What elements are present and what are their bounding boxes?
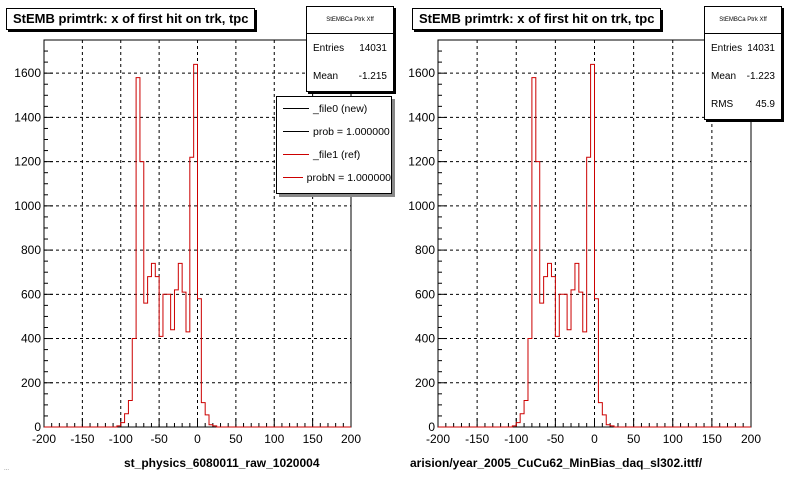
legend-line-swatch [283, 108, 309, 109]
x-tick-label: -50 [150, 432, 168, 446]
legend-entry: probN = 1.000000 [277, 166, 391, 189]
x-tick-label: 200 [741, 432, 761, 446]
y-tick-label: 1600 [14, 66, 41, 80]
stats-label: RMS [711, 98, 734, 110]
x-tick-label: 150 [702, 432, 722, 446]
stats-box: StEMBCa Ptrk Xff Entries 14031 Mean -1.2… [306, 6, 394, 92]
y-tick-label: 800 [21, 243, 41, 257]
x-tick-label: -200 [426, 432, 450, 446]
y-tick-label: 200 [21, 376, 41, 390]
x-tick-label: 0 [194, 432, 201, 446]
stats-box: StEMBCa Ptrk Xff Entries 14031 Mean -1.2… [704, 6, 782, 120]
x-tick-label: 100 [663, 432, 683, 446]
legend-entry: prob = 1.000000 [277, 120, 391, 143]
stats-value: 45.9 [755, 98, 775, 110]
histogram-outline [44, 63, 351, 428]
stats-value: 14031 [359, 42, 387, 54]
y-tick-label: 1200 [408, 155, 435, 169]
x-tick-label: -200 [32, 432, 56, 446]
y-tick-label: 400 [21, 332, 41, 346]
legend-label: probN = 1.000000 [306, 171, 391, 184]
x-tick-label: -150 [465, 432, 489, 446]
stats-box-name: StEMBCa Ptrk Xff [307, 7, 393, 34]
legend-line-swatch [283, 177, 303, 178]
stats-label: Mean [313, 70, 339, 82]
stats-label: Entries [711, 42, 743, 54]
y-tick-label: 1000 [408, 199, 435, 213]
y-tick-label: 200 [415, 376, 435, 390]
y-tick-label: 800 [415, 243, 435, 257]
histogram-panel-left: -200 -150 -100 -50 0 50 100 150 200 0 200 400 600 800… [4, 6, 394, 472]
x-tick-label: 50 [627, 432, 641, 446]
stats-value: 14031 [747, 42, 775, 54]
legend: _file0 (new) prob = 1.000000 _file1 (ref… [276, 96, 392, 194]
stats-label: Entries [313, 42, 345, 54]
y-tick-label: 400 [415, 332, 435, 346]
x-tick-label: -150 [70, 432, 94, 446]
y-tick-label: 600 [21, 287, 41, 301]
y-tick-label: 1200 [14, 155, 41, 169]
legend-entry: _file1 (ref) [277, 143, 391, 166]
legend-line-swatch [283, 131, 309, 132]
legend-entry: _file0 (new) [277, 97, 391, 120]
x-tick-label: -50 [547, 432, 565, 446]
stats-box-name: StEMBCa Ptrk Xff [705, 7, 781, 34]
y-tick-label: 1600 [408, 66, 435, 80]
legend-label: _file0 (new) [313, 102, 368, 115]
y-tick-label: 600 [415, 287, 435, 301]
x-axis-file-label: st_physics_6080011_raw_1020004 [124, 456, 320, 470]
x-tick-label: 50 [229, 432, 243, 446]
x-axis-file-label: arision/year_2005_CuCu62_MinBias_daq_sl3… [410, 456, 703, 470]
stats-row-rms: RMS 45.9 [705, 90, 781, 118]
legend-label: _file1 (ref) [313, 148, 361, 161]
x-tick-label: 100 [264, 432, 284, 446]
footer-stamp: ... [4, 466, 10, 472]
stats-label: Mean [711, 70, 737, 82]
plot-title: StEMB primtrk: x of first hit on trk, tp… [412, 8, 662, 30]
y-tick-label: 1400 [14, 110, 41, 124]
stats-row-entries: Entries 14031 [705, 34, 781, 62]
x-tick-label: 0 [591, 432, 598, 446]
legend-line-swatch [283, 154, 309, 155]
x-tick-label: -100 [504, 432, 528, 446]
y-tick-label: 1000 [14, 199, 41, 213]
x-tick-label: -100 [109, 432, 133, 446]
stats-row-mean: Mean -1.223 [705, 62, 781, 90]
histogram-panel-right: -200 -150 -100 -50 0 50 100 150 200 0 200 400 600 800… [400, 0, 800, 480]
stats-row-entries: Entries 14031 [307, 34, 393, 62]
histogram-plot-right: -200 -150 -100 -50 0 50 100 150 200 0 200 400 600 800… [408, 39, 761, 446]
y-tick-label: 0 [34, 420, 41, 434]
stats-value: -1.223 [746, 70, 775, 82]
stats-value: -1.215 [358, 70, 387, 82]
y-tick-label: 0 [428, 420, 435, 434]
histogram-plot-left: -200 -150 -100 -50 0 50 100 150 200 0 200 400 600 800… [14, 39, 361, 446]
y-tick-label: 1400 [408, 110, 435, 124]
x-tick-label: 200 [341, 432, 361, 446]
legend-label: prob = 1.000000 [313, 125, 390, 138]
histogram-outline [438, 63, 751, 428]
plot-title: StEMB primtrk: x of first hit on trk, tp… [6, 8, 256, 30]
stats-row-mean: Mean -1.215 [307, 62, 393, 90]
x-tick-label: 150 [303, 432, 323, 446]
